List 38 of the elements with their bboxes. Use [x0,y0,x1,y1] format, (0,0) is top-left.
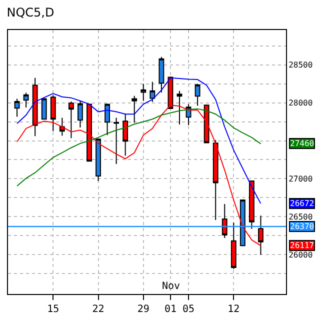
x-tick-label: 22 [92,304,104,315]
candlestick [78,100,83,128]
candlestick [23,92,29,108]
candlestick [14,98,20,118]
candlestick [158,56,164,94]
candlestick [150,81,156,102]
candlestick [122,112,128,156]
x-tick-label: 01 [164,304,176,315]
x-tick-label: 05 [182,304,195,315]
candlestick [59,117,65,136]
x-tick-label: 29 [137,304,150,315]
chart-title: NQC5,D [6,5,54,20]
candlestick [140,83,146,102]
x-tick-label: 12 [228,304,240,315]
ref-line-label: 26370 [290,222,314,231]
line-series [16,77,262,204]
y-tick-label: 26000 [288,250,313,260]
candlestick [240,199,246,247]
candlestick [41,98,47,120]
candlestick [222,204,228,238]
candlestick [212,140,218,220]
y-tick-label: 28500 [288,60,313,70]
y-tick-label: 28000 [288,98,313,108]
y-tick-label: 26500 [288,212,313,222]
y-tick-label: 27000 [288,174,313,184]
text: 26117 [290,241,314,250]
line-series [16,108,262,186]
candlestick [230,222,236,270]
candlestick [194,83,200,106]
candlestick [114,117,120,165]
x-tick-label: 15 [47,304,60,315]
candlestick [104,103,110,136]
text: 26672 [290,199,314,208]
text: 27460 [290,139,314,148]
candlestick [248,180,254,230]
x-axis-title: Nov [162,281,180,292]
candlestick [132,95,138,124]
candlestick [96,138,101,182]
